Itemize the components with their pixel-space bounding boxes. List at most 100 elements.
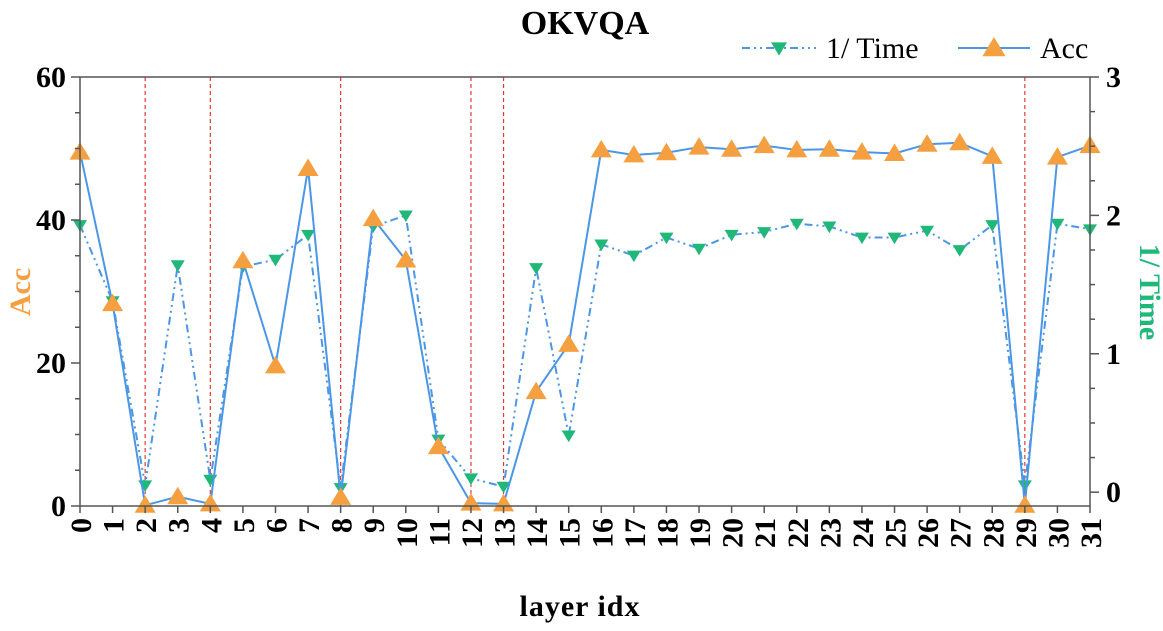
legend-time-marker xyxy=(771,42,787,56)
x-tick-label: 16 xyxy=(586,518,619,548)
time-point xyxy=(757,227,772,239)
acc-point xyxy=(851,142,873,160)
acc-point xyxy=(362,208,384,227)
x-tick-label: 9 xyxy=(358,518,391,533)
x-tick-label: 28 xyxy=(977,518,1010,548)
acc-point xyxy=(884,143,906,162)
x-tick-label: 1 xyxy=(98,518,131,533)
acc-series-line xyxy=(79,141,1091,507)
time-point xyxy=(887,232,902,245)
time-point xyxy=(170,260,185,272)
acc-point xyxy=(1014,495,1036,513)
x-tick-label: 29 xyxy=(1010,518,1043,548)
x-tick-label: 31 xyxy=(1075,518,1108,548)
y-right-tick-label: 2 xyxy=(1106,199,1121,232)
acc-point xyxy=(688,137,710,155)
time-point xyxy=(659,232,674,245)
acc-point xyxy=(199,493,221,512)
acc-point xyxy=(949,132,971,151)
x-tick-label: 15 xyxy=(554,518,587,548)
acc-point xyxy=(1046,147,1068,165)
time-point xyxy=(529,263,544,275)
time-point xyxy=(301,229,316,242)
plot-frame xyxy=(79,76,1091,507)
x-tick-label: 25 xyxy=(880,518,913,548)
acc-point xyxy=(753,135,775,154)
x-tick-label: 3 xyxy=(163,518,196,533)
x-tick-label: 4 xyxy=(195,518,228,533)
x-tick-label: 17 xyxy=(619,518,652,548)
x-tick-label: 5 xyxy=(228,518,261,533)
acc-point xyxy=(916,134,938,152)
time-point xyxy=(692,243,707,256)
y-right-tick-label: 3 xyxy=(1106,61,1121,94)
time-point xyxy=(594,239,609,252)
acc-point xyxy=(134,495,156,513)
time-point xyxy=(854,232,869,245)
time-point xyxy=(920,225,935,238)
acc-point xyxy=(558,334,580,352)
time-point xyxy=(985,220,1000,232)
x-tick-label: 7 xyxy=(293,518,326,533)
time-point xyxy=(138,480,153,492)
y-left-tick-label: 0 xyxy=(51,490,66,523)
x-tick-label: 0 xyxy=(65,518,98,533)
y-left-tick-label: 40 xyxy=(36,204,66,237)
x-tick-label: 12 xyxy=(456,518,489,548)
x-tick-label: 23 xyxy=(814,518,847,548)
x-tick-label: 18 xyxy=(651,518,684,548)
acc-point xyxy=(721,139,743,157)
x-tick-label: 26 xyxy=(912,518,945,548)
acc-point xyxy=(427,436,449,455)
y-left-tick-label: 60 xyxy=(36,61,66,94)
acc-point xyxy=(525,381,547,400)
chart-title: OKVQA xyxy=(521,5,650,42)
acc-point xyxy=(493,493,515,512)
acc-point xyxy=(981,146,1003,164)
acc-point xyxy=(590,139,612,158)
legend-time-label: 1/ Time xyxy=(826,32,919,65)
acc-point xyxy=(232,250,254,269)
time-point xyxy=(561,430,576,443)
time-point xyxy=(496,481,511,494)
x-tick-label: 13 xyxy=(489,518,522,548)
x-tick-label: 30 xyxy=(1042,518,1075,548)
legend-acc-label: Acc xyxy=(1040,32,1088,65)
time-point xyxy=(1050,218,1065,231)
acc-point xyxy=(395,250,417,268)
time-point xyxy=(724,229,739,242)
time-point xyxy=(268,254,283,267)
acc-point xyxy=(102,293,124,312)
time-point xyxy=(203,474,218,487)
y-right-tick-label: 1 xyxy=(1106,338,1121,371)
legend: 1/ Time Acc xyxy=(742,32,1088,65)
x-tick-label: 11 xyxy=(423,518,456,546)
legend-acc-marker xyxy=(982,37,1006,57)
acc-point xyxy=(330,487,352,505)
acc-point xyxy=(655,142,677,161)
x-tick-label: 6 xyxy=(260,518,293,533)
x-tick-label: 19 xyxy=(684,518,717,548)
acc-point xyxy=(297,158,319,177)
x-tick-label: 24 xyxy=(847,518,880,548)
y-axis-left-label: Acc xyxy=(4,268,37,316)
x-tick-label: 8 xyxy=(326,518,359,533)
y-left-tick-label: 20 xyxy=(36,347,66,380)
x-tick-label: 22 xyxy=(782,518,815,548)
x-axis-label: layer idx xyxy=(520,590,641,623)
time-point xyxy=(1017,480,1032,492)
x-tick-label: 20 xyxy=(717,518,750,548)
acc-point xyxy=(623,144,645,163)
acc-point xyxy=(818,139,840,157)
time-point xyxy=(822,221,837,234)
time-point xyxy=(789,218,804,231)
acc-point xyxy=(167,486,189,505)
x-tick-label: 10 xyxy=(391,518,424,548)
x-tick-label: 14 xyxy=(521,518,554,548)
y-axis-right-label: 1/ Time xyxy=(1133,244,1163,340)
x-tick-label: 2 xyxy=(130,518,163,533)
time-point xyxy=(463,473,478,485)
x-tick-label: 27 xyxy=(945,518,978,548)
